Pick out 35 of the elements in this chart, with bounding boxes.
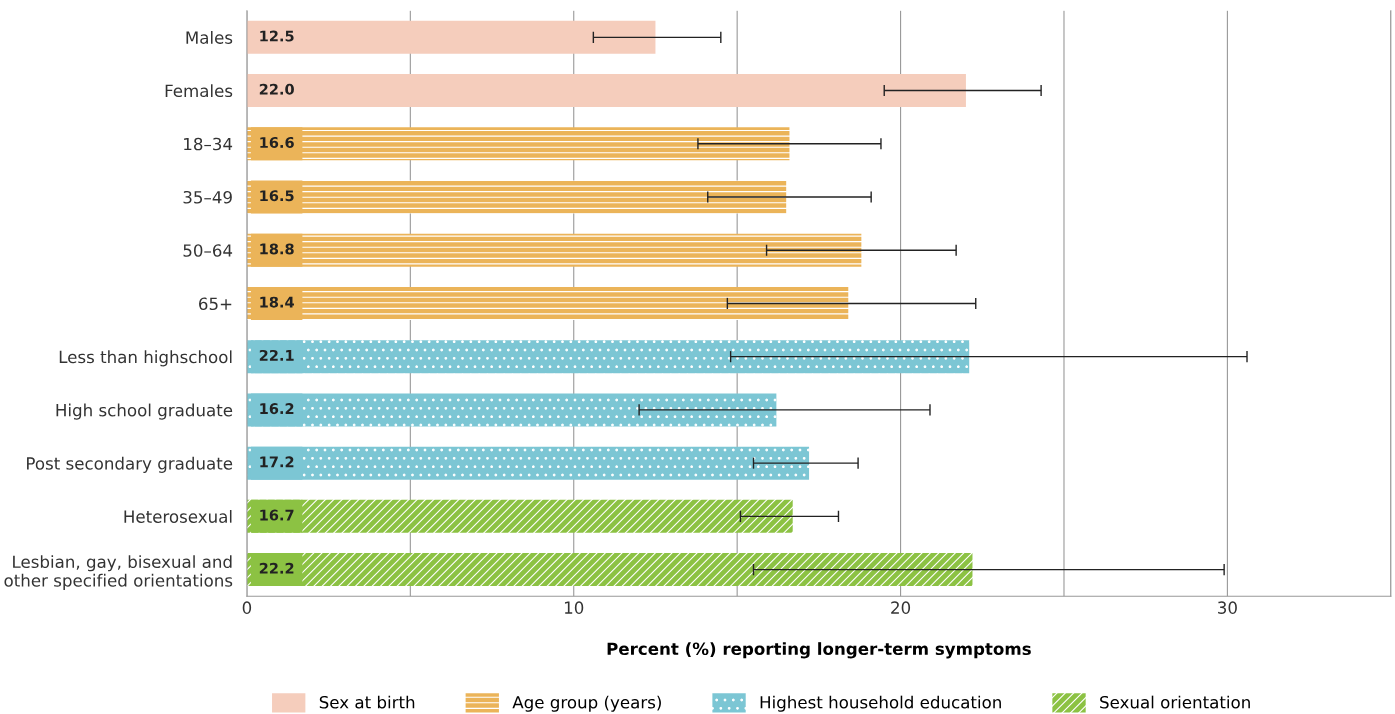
y-tick-label: 65+ <box>199 297 232 311</box>
bar <box>246 553 973 587</box>
y-tick-label: Less than highschool <box>59 350 232 367</box>
legend-label: Age group (years) <box>512 695 661 712</box>
data-label: 22.2 <box>259 562 294 574</box>
data-label: 16.6 <box>260 136 294 149</box>
y-tick-label: Heterosexual <box>124 510 232 523</box>
y-tick-label: 50–64 <box>183 244 233 257</box>
x-tick-label: 0 <box>242 601 252 614</box>
data-label: 22.1 <box>259 349 294 361</box>
data-label: 18.8 <box>260 243 294 255</box>
legend-label: Highest household education <box>760 695 1001 712</box>
y-tick-label: Females <box>165 84 233 98</box>
y-tick-label: 18–34 <box>184 137 233 151</box>
bar <box>246 74 966 108</box>
x-tick-label: 20 <box>891 601 911 614</box>
y-tick-label: Lesbian, gay, bisexual and other specified orientations <box>4 555 233 590</box>
bar <box>246 340 970 374</box>
data-label: 16.7 <box>260 509 294 521</box>
y-tick-label: Post secondary graduate <box>27 456 233 473</box>
y-tick-label: 35–49 <box>183 190 232 204</box>
data-label: 16.2 <box>260 403 294 415</box>
y-tick-label: Males <box>186 30 233 44</box>
data-label: 18.4 <box>260 296 294 308</box>
data-label: 16.5 <box>260 190 294 202</box>
data-label: 22.0 <box>259 83 294 95</box>
data-label: 17.2 <box>260 456 294 468</box>
bar <box>246 20 656 54</box>
x-tick-label: 30 <box>1218 601 1237 614</box>
x-axis-title: Percent (%) reporting longer-term symptoms <box>607 642 1031 659</box>
legend-label: Sexual orientation <box>1100 695 1250 709</box>
x-tick-label: 10 <box>564 601 584 614</box>
data-label: 12.5 <box>260 30 294 42</box>
y-tick-label: High school graduate <box>56 403 233 420</box>
legend-label: Sex at birth <box>319 695 415 709</box>
